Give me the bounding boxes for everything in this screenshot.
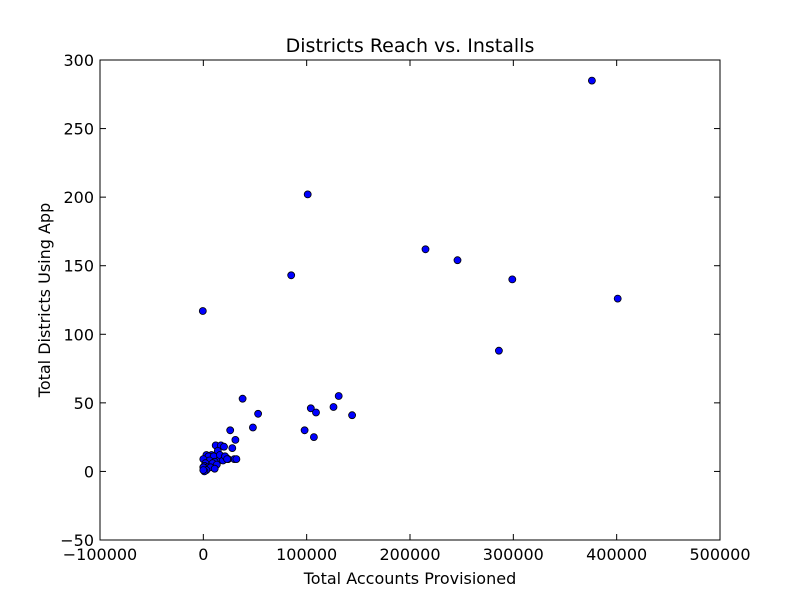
data-point	[613, 294, 622, 303]
x-tick-label: 400000	[586, 545, 647, 564]
data-point	[334, 392, 343, 400]
x-axis-label: Total Accounts Provisioned	[303, 569, 516, 588]
data-point	[588, 76, 596, 85]
x-tick-label: 300000	[483, 545, 544, 564]
x-tick-label: −100000	[63, 545, 137, 564]
data-point	[309, 433, 318, 442]
data-point	[210, 464, 219, 473]
data-point	[306, 404, 315, 413]
x-tick-label: 100000	[276, 545, 337, 564]
y-axis-label: Total Districts Using App	[35, 203, 54, 398]
y-tick-label: 300	[63, 51, 94, 70]
data-point	[421, 245, 430, 254]
data-point	[232, 455, 241, 464]
y-axis-ticks: −50 0 50 100 150 200 250 300	[60, 51, 720, 550]
y-tick-label: 150	[63, 257, 94, 276]
data-point	[329, 403, 338, 411]
data-point	[348, 411, 357, 420]
y-tick-label: −50	[60, 531, 94, 550]
data-point	[238, 394, 247, 403]
data-point	[254, 409, 263, 418]
data-point	[287, 271, 296, 280]
y-tick-label: 50	[74, 394, 94, 413]
x-tick-label: 500000	[689, 545, 750, 564]
y-tick-label: 0	[84, 462, 94, 481]
data-point	[231, 435, 240, 444]
y-tick-label: 250	[63, 120, 94, 139]
data-point	[303, 190, 312, 199]
data-point	[312, 408, 320, 417]
y-tick-label: 100	[63, 325, 94, 344]
data-point	[223, 455, 232, 464]
data-point	[300, 426, 309, 435]
data-points	[198, 76, 622, 476]
x-tick-label: 200000	[379, 545, 440, 564]
data-point	[494, 346, 503, 355]
x-axis-ticks: −100000 0 100000 200000 300000 400000 500000	[63, 60, 751, 564]
data-point	[508, 275, 517, 284]
data-point	[228, 444, 237, 453]
data-point	[248, 423, 257, 432]
data-point	[220, 442, 228, 451]
data-point	[226, 426, 235, 435]
data-point	[199, 466, 208, 475]
x-tick-label: 0	[198, 545, 208, 564]
data-point	[453, 256, 462, 265]
y-tick-label: 200	[63, 188, 94, 207]
data-point	[198, 307, 207, 315]
chart-title: Districts Reach vs. Installs	[286, 35, 535, 57]
